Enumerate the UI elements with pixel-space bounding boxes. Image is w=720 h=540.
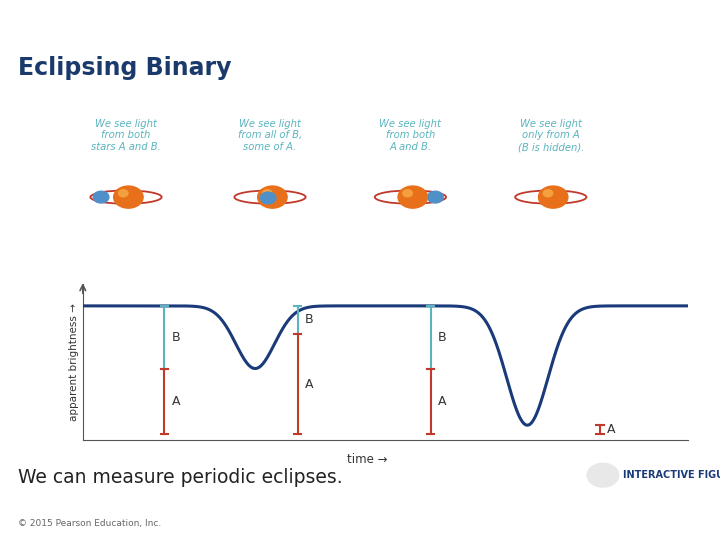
Circle shape xyxy=(260,192,276,204)
Y-axis label: apparent brightness →: apparent brightness → xyxy=(68,303,78,421)
Circle shape xyxy=(428,191,444,203)
Text: B: B xyxy=(438,330,446,343)
Text: We see light
from both
stars A and B.: We see light from both stars A and B. xyxy=(91,119,161,152)
Text: A: A xyxy=(171,395,180,408)
Circle shape xyxy=(544,190,553,197)
Text: © 2015 Pearson Education, Inc.: © 2015 Pearson Education, Inc. xyxy=(18,519,161,528)
Circle shape xyxy=(398,186,428,208)
Text: B: B xyxy=(171,330,180,343)
Text: Eclipsing Binary: Eclipsing Binary xyxy=(18,56,232,79)
Text: A: A xyxy=(305,377,313,390)
Circle shape xyxy=(539,186,568,208)
Circle shape xyxy=(93,191,109,203)
Circle shape xyxy=(258,186,287,208)
Circle shape xyxy=(119,190,128,197)
Text: MA: MA xyxy=(595,471,611,480)
Text: A: A xyxy=(438,395,446,408)
Text: time →: time → xyxy=(347,453,387,465)
Circle shape xyxy=(114,186,143,208)
Text: INTERACTIVE FIGURE: INTERACTIVE FIGURE xyxy=(623,470,720,480)
Text: A: A xyxy=(607,423,616,436)
Circle shape xyxy=(403,190,413,197)
Circle shape xyxy=(263,190,272,197)
Text: We see light
from all of B,
some of A.: We see light from all of B, some of A. xyxy=(238,119,302,152)
Text: B: B xyxy=(305,313,313,327)
Text: We can measure periodic eclipses.: We can measure periodic eclipses. xyxy=(18,468,343,488)
Text: We see light
only from A
(B is hidden).: We see light only from A (B is hidden). xyxy=(518,119,584,152)
Text: We see light
from both
A and B.: We see light from both A and B. xyxy=(379,119,441,152)
